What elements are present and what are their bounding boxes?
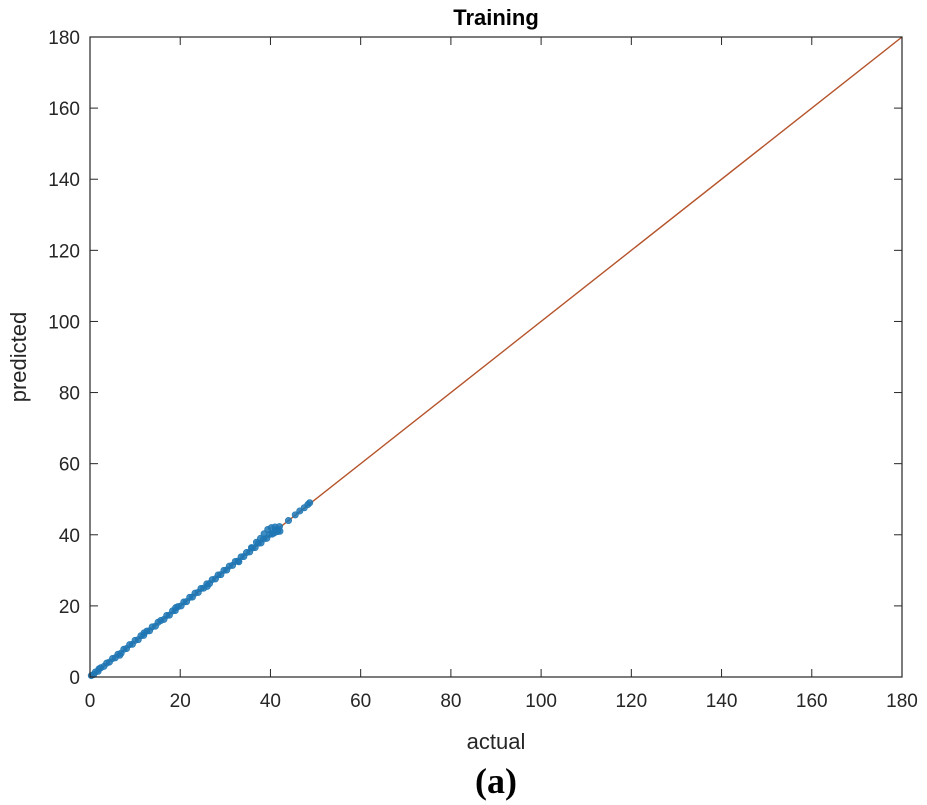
y-tick-label: 40 bbox=[59, 526, 80, 547]
x-tick-label: 160 bbox=[796, 691, 828, 712]
data-point bbox=[140, 629, 148, 637]
x-tick-label: 80 bbox=[440, 691, 461, 712]
data-point bbox=[203, 582, 211, 590]
x-axis-title: actual bbox=[467, 729, 526, 754]
y-tick-label: 60 bbox=[59, 455, 80, 476]
plot-frame bbox=[89, 36, 903, 678]
ticks-layer: 0 20 40 60 80 100 120 140 160 180 0 20 40 60 80 100 120 1… bbox=[48, 28, 918, 712]
data-point bbox=[95, 665, 103, 673]
data-point bbox=[284, 517, 292, 525]
data-point bbox=[306, 499, 314, 507]
x-tick-label: 0 bbox=[85, 691, 96, 712]
y-tick-label: 120 bbox=[48, 241, 80, 262]
chart-title: Training bbox=[453, 5, 539, 30]
data-point bbox=[291, 511, 299, 519]
y-tick-label: 0 bbox=[69, 668, 80, 689]
y-tick-label: 100 bbox=[48, 312, 80, 333]
y-tick-label: 80 bbox=[59, 384, 80, 405]
x-tick-label: 120 bbox=[615, 691, 647, 712]
data-point bbox=[172, 604, 180, 612]
x-tick-label: 40 bbox=[260, 691, 281, 712]
x-tick-label: 20 bbox=[170, 691, 191, 712]
x-tick-label: 180 bbox=[886, 691, 918, 712]
x-tick-label: 140 bbox=[706, 691, 738, 712]
y-tick-label: 140 bbox=[48, 170, 80, 191]
data-point bbox=[276, 527, 284, 535]
panel-label: (a) bbox=[475, 761, 517, 801]
data-point bbox=[235, 558, 243, 566]
data-point bbox=[252, 538, 260, 546]
y-tick-label: 160 bbox=[48, 99, 80, 120]
x-tick-label: 60 bbox=[350, 691, 371, 712]
points-layer bbox=[87, 499, 314, 680]
data-point bbox=[116, 651, 124, 659]
y-tick-label: 180 bbox=[48, 28, 80, 49]
data-point bbox=[247, 544, 255, 552]
y-axis-title: predicted bbox=[6, 312, 31, 403]
x-tick-label: 100 bbox=[525, 691, 557, 712]
y-tick-label: 20 bbox=[59, 597, 80, 618]
